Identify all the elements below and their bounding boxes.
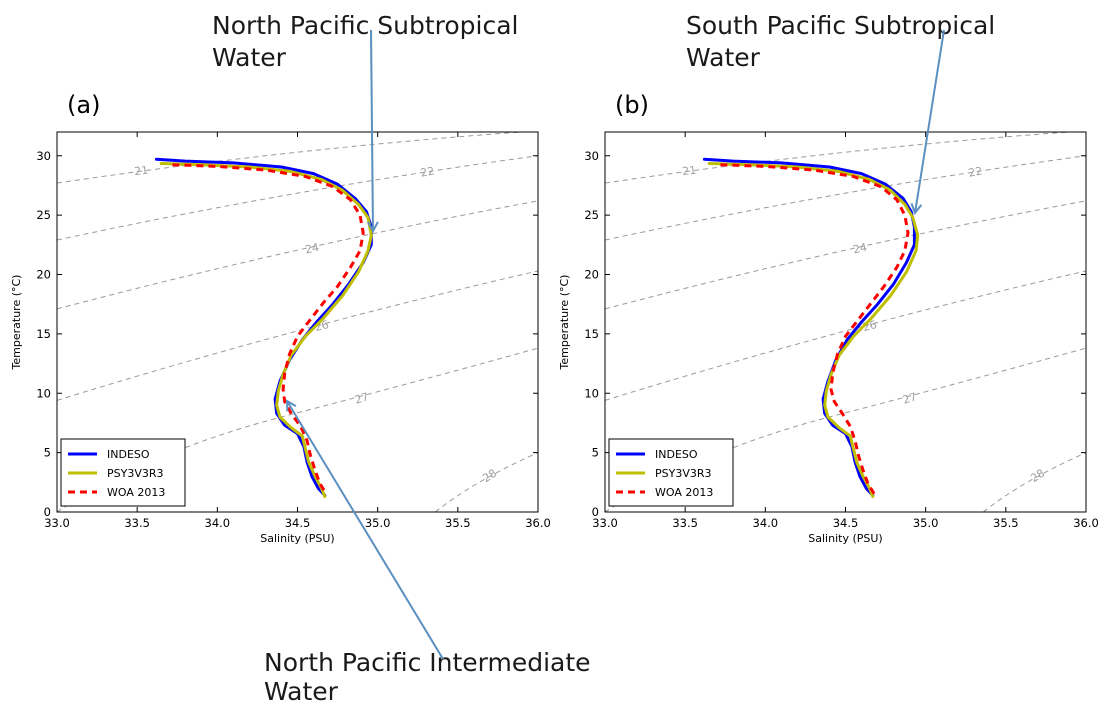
series-line-indeso — [702, 157, 916, 497]
y-axis-title: Temperature (°C) — [10, 275, 23, 371]
x-tick-label: 36.0 — [1073, 516, 1099, 530]
series-line-psy3v3r3 — [159, 162, 373, 499]
legend-label: PSY3V3R3 — [655, 467, 712, 480]
y-tick-label: 20 — [584, 268, 599, 282]
series-line-woa-2013 — [172, 163, 365, 495]
legend: INDESO PSY3V3R3 WOA 2013 — [608, 438, 734, 507]
y-tick-label: 0 — [44, 505, 51, 519]
series-line-indeso — [154, 157, 373, 497]
y-tick-label: 0 — [592, 505, 599, 519]
x-tick-label: 35.5 — [445, 516, 471, 530]
annotation-np-subtropical-arrow — [371, 29, 373, 231]
series-group — [702, 157, 920, 499]
x-axis-title: Salinity (PSU) — [260, 532, 334, 545]
isopycnal-label-21: 21 — [682, 164, 697, 178]
x-axis: 33.0 33.5 34.0 34.5 35.0 35.5 36.0 — [44, 132, 551, 530]
panel-label: (a) — [67, 91, 100, 119]
series-line-woa-2013 — [720, 163, 910, 495]
x-tick-label: 34.0 — [753, 516, 779, 530]
y-tick-label: 25 — [36, 208, 51, 222]
isopycnal-label-24: 24 — [852, 241, 869, 257]
y-tick-label: 20 — [36, 268, 51, 282]
legend-label: PSY3V3R3 — [107, 467, 164, 480]
annotation-north-pacific-intermediate: North Pacific Intermediate Water — [264, 401, 591, 704]
isopycnal-line-21 — [605, 132, 1077, 184]
y-tick-label: 15 — [584, 327, 599, 341]
legend-label: INDESO — [655, 448, 698, 461]
x-tick-label: 34.5 — [285, 516, 311, 530]
annotation-np-subtropical-line1: North Pacific Subtropical — [212, 11, 519, 40]
isopycnal-line-21 — [57, 132, 529, 184]
isopycnal-label-27: 27 — [901, 390, 918, 407]
annotation-north-pacific-subtropical: North Pacific Subtropical Water — [212, 11, 519, 231]
x-tick-label: 34.0 — [205, 516, 231, 530]
annotation-sp-subtropical-line2: Water — [686, 43, 761, 72]
isopycnal-line-24 — [605, 200, 1086, 310]
x-tick-label: 36.0 — [525, 516, 551, 530]
isopycnal-line-22 — [605, 155, 1086, 241]
series-group — [154, 157, 373, 499]
isopycnal-line-28 — [435, 452, 538, 512]
legend: INDESO PSY3V3R3 WOA 2013 — [60, 438, 186, 507]
y-axis: 0 5 10 15 20 25 30 — [36, 149, 538, 519]
annotation-sp-subtropical-line1: South Pacific Subtropical — [686, 11, 995, 40]
isopycnal-label-21: 21 — [134, 164, 149, 178]
y-tick-label: 30 — [584, 149, 599, 163]
legend-label: WOA 2013 — [107, 486, 165, 499]
isopycnal-line-22 — [57, 155, 538, 241]
isopycnal-line-24 — [57, 200, 538, 310]
y-axis-title: Temperature (°C) — [558, 275, 571, 371]
isopycnal-label-27: 27 — [353, 390, 370, 407]
isopycnal-label-24: 24 — [304, 241, 321, 257]
annotation-np-intermediate-line1: North Pacific Intermediate — [264, 648, 591, 677]
x-tick-label: 35.0 — [913, 516, 939, 530]
x-tick-label: 33.5 — [124, 516, 150, 530]
x-tick-label: 35.5 — [993, 516, 1019, 530]
y-axis: 0 5 10 15 20 25 30 — [584, 149, 1086, 519]
y-tick-label: 30 — [36, 149, 51, 163]
x-tick-label: 33.5 — [672, 516, 698, 530]
annotation-np-intermediate-line2: Water — [264, 677, 339, 704]
legend-label: WOA 2013 — [655, 486, 713, 499]
x-tick-label: 33.0 — [592, 516, 618, 530]
isopycnal-label-28: 28 — [1028, 467, 1047, 485]
isopycnal-label-22: 22 — [419, 164, 435, 179]
x-tick-label: 35.0 — [365, 516, 391, 530]
isopycnal-label-28: 28 — [480, 467, 499, 485]
panel-label: (b) — [615, 91, 649, 119]
series-line-psy3v3r3 — [707, 162, 920, 499]
y-tick-label: 5 — [592, 446, 599, 460]
isopycnal-label-26: 26 — [861, 318, 878, 334]
annotation-sp-subtropical-arrow — [915, 29, 945, 213]
x-axis-title: Salinity (PSU) — [808, 532, 882, 545]
x-tick-label: 34.5 — [833, 516, 859, 530]
isopycnal-label-22: 22 — [967, 164, 983, 179]
y-tick-label: 15 — [36, 327, 51, 341]
annotation-south-pacific-subtropical: South Pacific Subtropical Water — [686, 11, 995, 213]
y-tick-label: 10 — [584, 386, 599, 400]
y-tick-label: 10 — [36, 386, 51, 400]
annotation-np-subtropical-line2: Water — [212, 43, 287, 72]
y-tick-label: 5 — [44, 446, 51, 460]
y-tick-label: 25 — [584, 208, 599, 222]
isopycnal-line-28 — [983, 452, 1086, 512]
legend-label: INDESO — [107, 448, 150, 461]
x-tick-label: 33.0 — [44, 516, 70, 530]
annotation-np-intermediate-arrow — [287, 401, 444, 660]
x-axis: 33.0 33.5 34.0 34.5 35.0 35.5 36.0 — [592, 132, 1099, 530]
